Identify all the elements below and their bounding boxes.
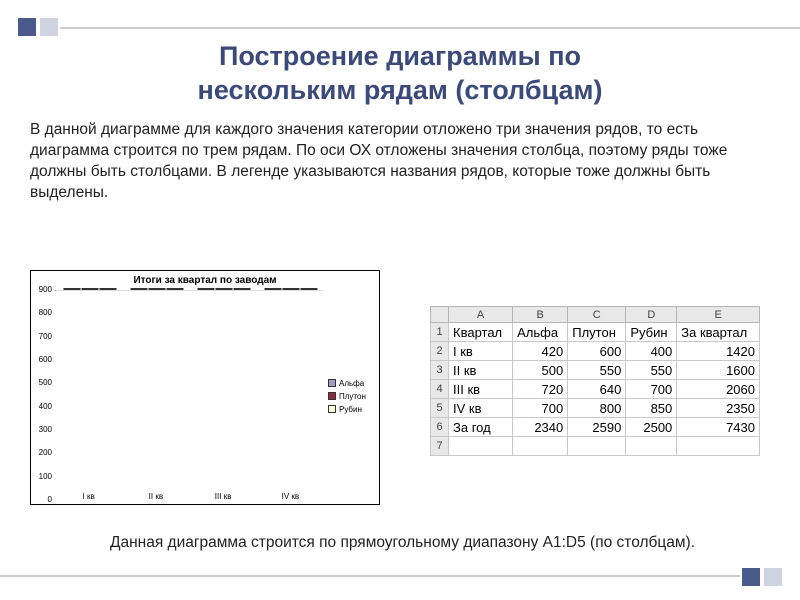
cell: 700 [513, 399, 568, 418]
col-header: A [449, 307, 513, 323]
legend-label: Рубин [339, 405, 362, 414]
table-row: 7 [431, 437, 760, 456]
cell: I кв [449, 342, 513, 361]
x-tick: II кв [122, 492, 189, 501]
legend-swatch [328, 405, 336, 413]
col-header [431, 307, 449, 323]
cell: 7430 [677, 418, 760, 437]
cell: Квартал [449, 323, 513, 342]
page-title: Построение диаграммы по нескольким рядам… [0, 40, 800, 108]
divider-top [60, 27, 800, 29]
cell: 2350 [677, 399, 760, 418]
row-header: 3 [431, 361, 449, 380]
legend-item: Альфа [328, 379, 375, 388]
paragraph-2: Данная диаграмма строится по прямоугольн… [110, 533, 770, 554]
legend-label: Альфа [339, 379, 364, 388]
table-row: 1КварталАльфаПлутонРубинЗа квартал [431, 323, 760, 342]
cell: 2340 [513, 418, 568, 437]
x-tick: IV кв [257, 492, 324, 501]
title-line-2: нескольким рядам (столбцам) [198, 75, 603, 105]
chart-title: Итоги за квартал по заводам [31, 271, 379, 288]
corner-accent-top [18, 18, 36, 36]
chart-legend: Альфа Плутон Рубин [324, 288, 379, 504]
cell: III кв [449, 380, 513, 399]
y-axis: 9008007006005004003002001000 [33, 290, 55, 500]
cell: 400 [626, 342, 677, 361]
divider-bottom [0, 575, 740, 577]
legend-item: Плутон [328, 392, 375, 401]
title-line-1: Построение диаграммы по [219, 41, 581, 71]
cell: 720 [513, 380, 568, 399]
col-header: D [626, 307, 677, 323]
x-tick: III кв [190, 492, 257, 501]
bar-chart: Итоги за квартал по заводам 900800700600… [30, 270, 380, 505]
table-row: 2I кв4206004001420 [431, 342, 760, 361]
table-row: 4III кв7206407002060 [431, 380, 760, 399]
cell [513, 437, 568, 456]
cell: 2590 [568, 418, 626, 437]
legend-swatch [328, 379, 336, 387]
col-header: B [513, 307, 568, 323]
row-header: 2 [431, 342, 449, 361]
cell: 1600 [677, 361, 760, 380]
cell: 2500 [626, 418, 677, 437]
row-header: 4 [431, 380, 449, 399]
cell: 600 [568, 342, 626, 361]
corner-accent-bottom [764, 568, 782, 586]
x-tick: I кв [55, 492, 122, 501]
cell [568, 437, 626, 456]
cell: 800 [568, 399, 626, 418]
cell: Рубин [626, 323, 677, 342]
row-header: 6 [431, 418, 449, 437]
legend-item: Рубин [328, 405, 375, 414]
content-row: Итоги за квартал по заводам 900800700600… [30, 270, 772, 505]
cell: 640 [568, 380, 626, 399]
col-header: C [568, 307, 626, 323]
table-row: 6За год2340259025007430 [431, 418, 760, 437]
row-header: 7 [431, 437, 449, 456]
plot-column: 9008007006005004003002001000 I квII квII… [31, 288, 324, 504]
cell: 2060 [677, 380, 760, 399]
cell: Альфа [513, 323, 568, 342]
cell: 550 [568, 361, 626, 380]
cell: За квартал [677, 323, 760, 342]
cell: II кв [449, 361, 513, 380]
legend-label: Плутон [339, 392, 366, 401]
cell: 850 [626, 399, 677, 418]
cell: 500 [513, 361, 568, 380]
col-header: E [677, 307, 760, 323]
row-header: 1 [431, 323, 449, 342]
cell: 1420 [677, 342, 760, 361]
cell: 420 [513, 342, 568, 361]
cell: 550 [626, 361, 677, 380]
row-header: 5 [431, 399, 449, 418]
paragraph-1: В данной диаграмме для каждого значения … [30, 120, 770, 204]
table-row: 3II кв5005505501600 [431, 361, 760, 380]
plot-area [55, 290, 324, 291]
cell: IV кв [449, 399, 513, 418]
cell: 700 [626, 380, 677, 399]
table-row: 5IV кв7008008502350 [431, 399, 760, 418]
spreadsheet: ABCDE1КварталАльфаПлутонРубинЗа квартал2… [430, 306, 760, 456]
cell: Плутон [568, 323, 626, 342]
cell [626, 437, 677, 456]
gridline [56, 290, 324, 291]
cell [677, 437, 760, 456]
spreadsheet-table: ABCDE1КварталАльфаПлутонРубинЗа квартал2… [430, 306, 760, 456]
chart-body: 9008007006005004003002001000 I квII квII… [31, 288, 379, 504]
x-axis-labels: I квII квIII квIV кв [55, 492, 324, 501]
legend-swatch [328, 392, 336, 400]
cell [449, 437, 513, 456]
cell: За год [449, 418, 513, 437]
